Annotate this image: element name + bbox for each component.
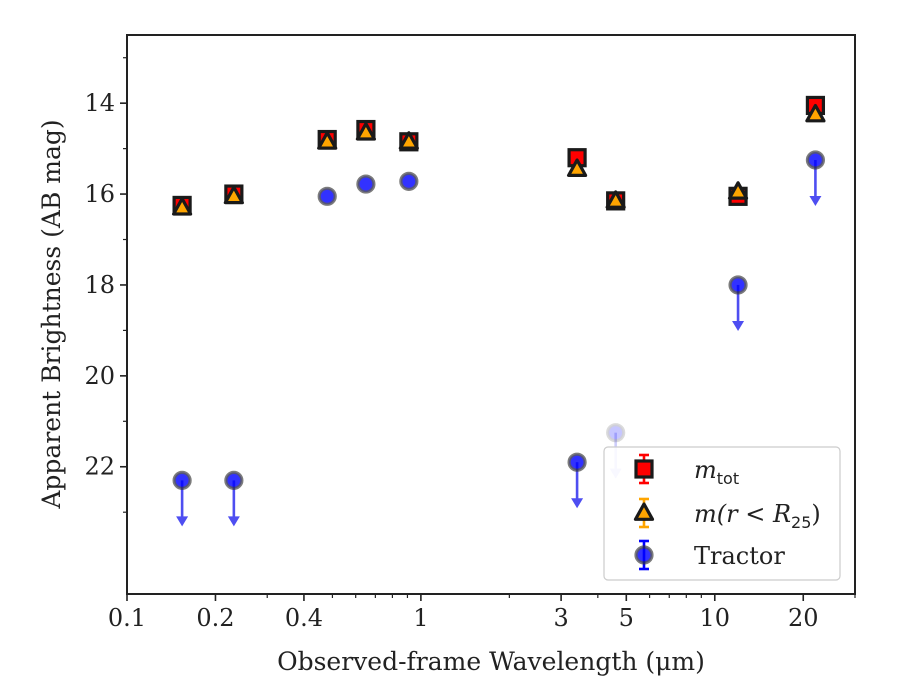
x-tick-label: 3 [553,604,568,632]
x-tick-label: 5 [619,604,634,632]
legend-box [603,446,841,581]
triangle-marker [566,158,588,177]
y-tick-label: 22 [84,453,115,481]
legend-marker-triangle [633,502,655,521]
data-point-circle [317,186,337,206]
legend-marker-circle [634,545,654,565]
square-marker [634,459,654,479]
triangle-marker [317,131,338,150]
circle-marker [728,275,748,295]
circle-marker [606,423,626,443]
triangle-marker [398,131,419,150]
data-point-circle [399,171,419,191]
data-point-circle [224,470,244,490]
x-tick-label: 10 [700,604,731,632]
legend-label: Tractor [694,542,785,570]
y-tick-label: 14 [84,89,115,117]
triangle-marker [605,190,626,209]
data-point-triangle [223,185,244,205]
circle-marker [356,174,376,194]
legend-label: m(r < R25) [694,500,821,532]
data-point-circle [567,452,587,472]
y-axis-title: Apparent Brightness (AB mag) [37,119,66,509]
triangle-marker [223,185,244,205]
y-tick-label: 20 [84,362,115,390]
circle-marker [634,545,654,565]
x-tick-label: 0.2 [196,604,234,632]
circle-marker [805,150,826,170]
circle-marker [224,470,244,490]
circle-marker [399,171,419,191]
data-point-triangle [172,197,193,216]
triangle-marker [172,197,193,216]
circle-marker [567,452,587,472]
x-tick-label: 0.1 [108,604,146,632]
triangle-marker [805,103,826,123]
data-point-circle [172,470,192,490]
data-point-circle [728,275,748,295]
triangle-marker [633,502,655,521]
data-point-triangle [566,158,588,177]
arrow-head [809,195,822,206]
data-point-triangle [805,103,826,123]
data-point-triangle [605,190,626,209]
legend: mtot m(r < R25) Tractor [603,446,841,581]
arrow-head [571,498,584,509]
data-point-circle [606,423,626,443]
data-point-triangle [355,122,377,141]
data-point-circle [805,150,826,170]
x-axis-title: Observed-frame Wavelength (μm) [277,647,705,676]
y-tick-label: 16 [84,180,115,208]
x-tick-label: 0.4 [285,604,323,632]
data-point-triangle [398,131,419,150]
y-tick-label: 18 [84,271,115,299]
legend-marker-square [634,459,654,479]
arrow-head [227,516,240,527]
arrow-head [176,516,189,527]
circle-marker [317,186,337,206]
axes: 14 16 18 20 22 0.1 0.2 0.4 1 3 5 10 20 [84,34,856,632]
arrow-head [732,320,745,331]
data-point-circle [356,174,376,194]
plot-frame [126,34,856,595]
x-tick-label: 1 [413,604,428,632]
data-point-triangle [317,131,338,150]
triangle-marker [727,181,749,200]
triangle-marker [355,122,377,141]
circle-marker [172,470,192,490]
legend-label: mtot [694,456,739,488]
x-tick-label: 20 [788,604,819,632]
data-point-triangle [727,181,749,200]
